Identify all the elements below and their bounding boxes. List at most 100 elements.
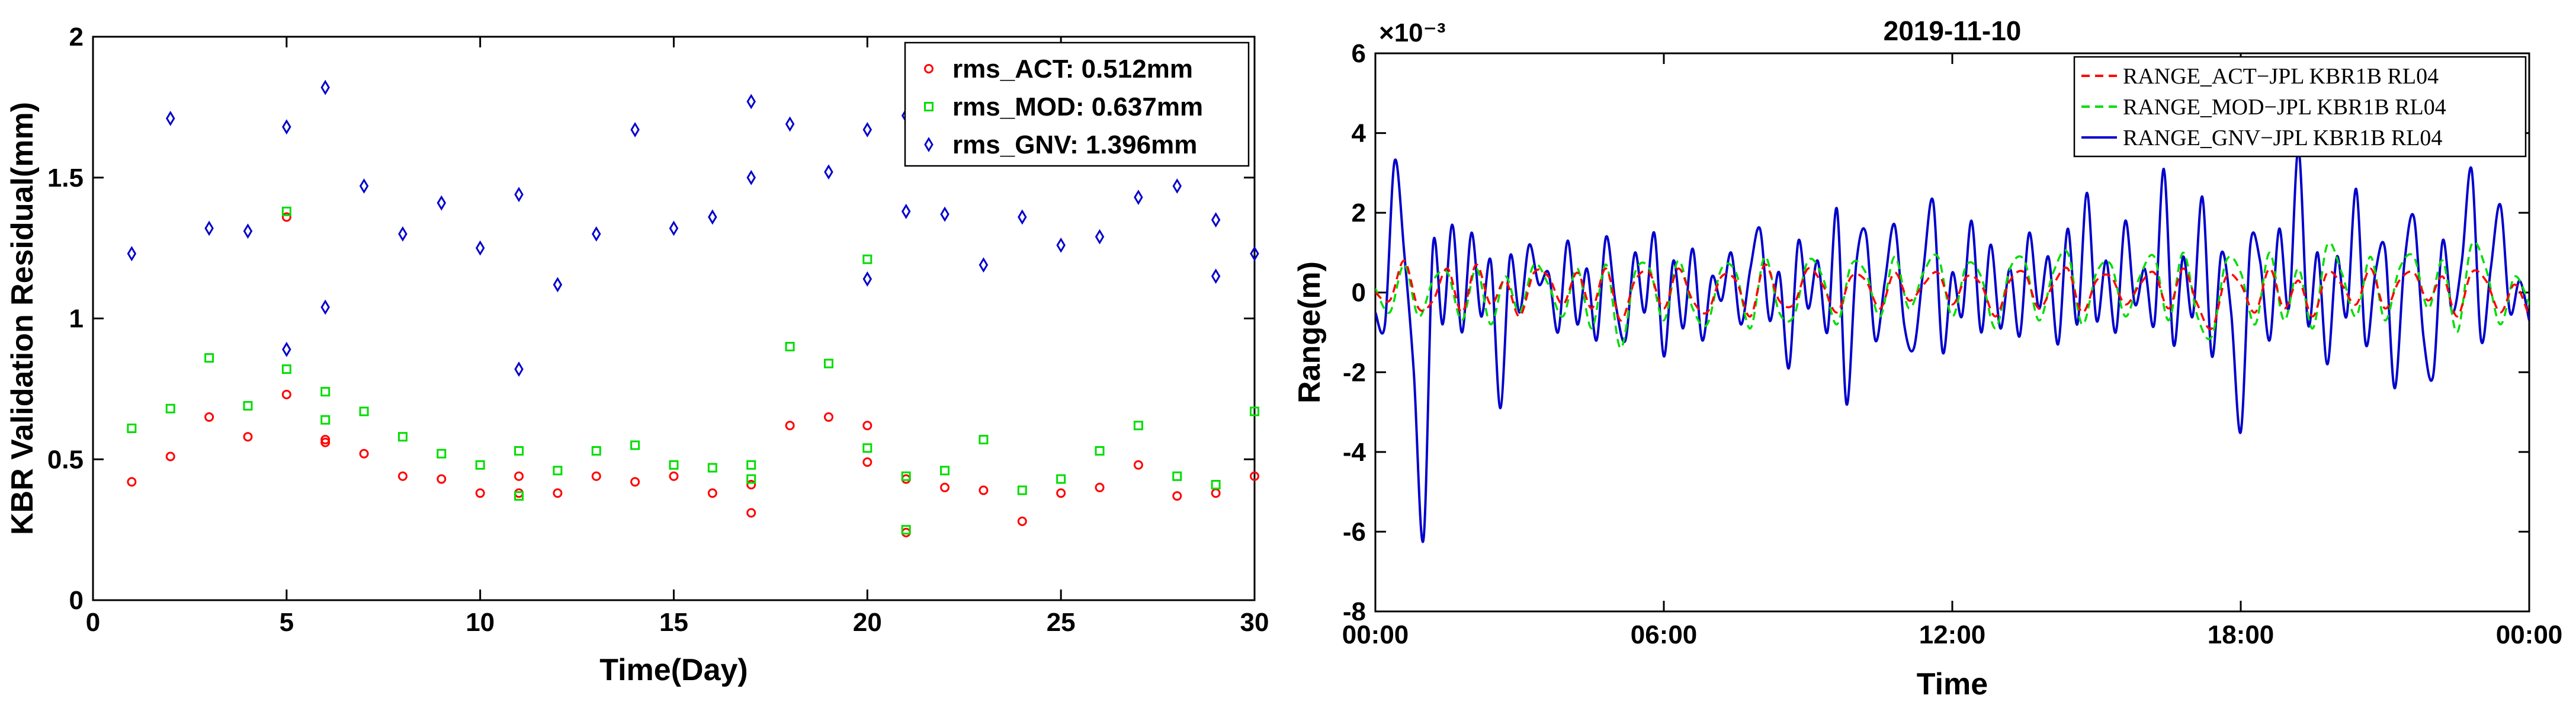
x-tick-label: 5 xyxy=(280,608,294,637)
data-point xyxy=(398,226,408,242)
data-point xyxy=(282,341,291,357)
legend-box xyxy=(904,41,1250,167)
data-point xyxy=(514,187,524,203)
data-point xyxy=(243,401,253,411)
data-point xyxy=(165,110,175,126)
data-point xyxy=(1056,474,1066,484)
data-point xyxy=(243,223,253,239)
legend: rms_ACT: 0.512mm rms_MOD: 0.637mm rms_GNV:… xyxy=(904,41,1250,167)
data-point xyxy=(553,488,563,498)
data-point xyxy=(746,169,756,185)
data-point xyxy=(707,488,717,498)
data-point xyxy=(1250,471,1259,481)
y-tick-label: -6 xyxy=(1343,517,1366,546)
data-point xyxy=(359,406,369,417)
x-tick-label: 15 xyxy=(659,608,688,637)
data-point xyxy=(514,471,524,481)
legend-label: rms_GNV: 1.396mm xyxy=(952,130,1197,159)
data-point xyxy=(1133,421,1143,431)
legend-box xyxy=(2073,56,2527,158)
data-point xyxy=(669,460,679,470)
y-tick-label: 2 xyxy=(1352,198,1366,228)
data-point xyxy=(320,387,331,397)
data-point xyxy=(746,460,756,470)
data-point xyxy=(1211,212,1221,228)
data-point xyxy=(824,164,833,180)
data-point xyxy=(553,277,563,293)
y-tick-label: 6 xyxy=(1352,39,1366,68)
data-point xyxy=(204,353,214,363)
data-point xyxy=(165,451,175,462)
series-line-1 xyxy=(1375,260,2529,331)
legend: RANGE_ACT−JPL KBR1B RL04 RANGE_MOD−JPL KB… xyxy=(2073,56,2527,158)
data-point xyxy=(127,477,137,487)
data-point xyxy=(862,443,872,453)
y-tick-label: 2 xyxy=(69,23,84,52)
data-point xyxy=(591,446,601,456)
data-point xyxy=(979,485,989,495)
data-point xyxy=(862,271,872,287)
y-exponent-label: ×10⁻³ xyxy=(1379,18,1446,47)
y-tick-label: 1 xyxy=(69,305,84,334)
data-point xyxy=(1056,237,1066,253)
data-point xyxy=(901,471,911,481)
legend-marker xyxy=(924,102,933,111)
data-point xyxy=(127,246,137,262)
data-point xyxy=(1095,482,1105,492)
legend-label: RANGE_ACT−JPL KBR1B RL04 xyxy=(2123,64,2439,89)
x-tick-label: 00:00 xyxy=(1342,620,1409,649)
y-axis-label: Range(m) xyxy=(1292,261,1327,403)
data-point xyxy=(669,471,679,481)
data-point xyxy=(940,482,950,492)
data-point xyxy=(591,471,601,481)
data-point xyxy=(320,437,331,447)
y-axis-label: KBR Validation Residual(mm) xyxy=(5,102,40,535)
series-line-3 xyxy=(1375,148,2529,543)
data-point xyxy=(281,364,291,374)
data-point xyxy=(862,254,872,264)
data-point xyxy=(1133,460,1143,470)
data-point xyxy=(243,432,253,442)
series-line-2 xyxy=(1375,241,2529,350)
chart-range-residual: 2019-11-10 ×10⁻³ 00:00 06:00 12:00 18:00 00:00… xyxy=(1292,15,2562,701)
data-point xyxy=(1172,491,1182,501)
data-point xyxy=(437,474,447,484)
legend-label: RANGE_GNV−JPL KBR1B RL04 xyxy=(2123,126,2442,150)
data-point xyxy=(397,471,408,481)
data-point xyxy=(475,240,485,256)
x-tick-label: 06:00 xyxy=(1631,620,1698,649)
data-point xyxy=(862,457,872,467)
data-point xyxy=(1250,246,1259,262)
legend-label: rms_MOD: 0.637mm xyxy=(952,92,1203,121)
x-tick-label: 18:00 xyxy=(2208,620,2275,649)
data-point xyxy=(1095,229,1105,245)
data-point xyxy=(862,421,872,431)
x-tick-label: 25 xyxy=(1047,608,1076,637)
data-point xyxy=(785,116,795,132)
data-point xyxy=(475,488,485,498)
y-tick-label: -2 xyxy=(1343,358,1366,387)
x-tick-label: 30 xyxy=(1240,608,1269,637)
data-point xyxy=(1250,406,1259,417)
data-point xyxy=(281,389,291,399)
data-point xyxy=(320,79,330,95)
data-point xyxy=(746,508,756,518)
data-point xyxy=(281,206,291,216)
data-point xyxy=(359,178,369,194)
data-point xyxy=(359,448,369,459)
y-tick-label: 0.5 xyxy=(47,445,84,474)
x-tick-label: 10 xyxy=(466,608,495,637)
data-point xyxy=(746,474,756,484)
data-point xyxy=(1134,190,1143,205)
x-tick-label: 00:00 xyxy=(2496,620,2563,649)
data-point xyxy=(1056,488,1066,498)
data-point xyxy=(165,403,175,414)
data-point xyxy=(320,299,330,315)
data-point xyxy=(320,415,331,425)
y-tick-label: 0 xyxy=(69,586,84,615)
x-tick-label: 0 xyxy=(86,608,100,637)
data-point xyxy=(823,358,833,369)
data-point xyxy=(514,491,524,501)
y-tick-label: -4 xyxy=(1343,438,1366,467)
